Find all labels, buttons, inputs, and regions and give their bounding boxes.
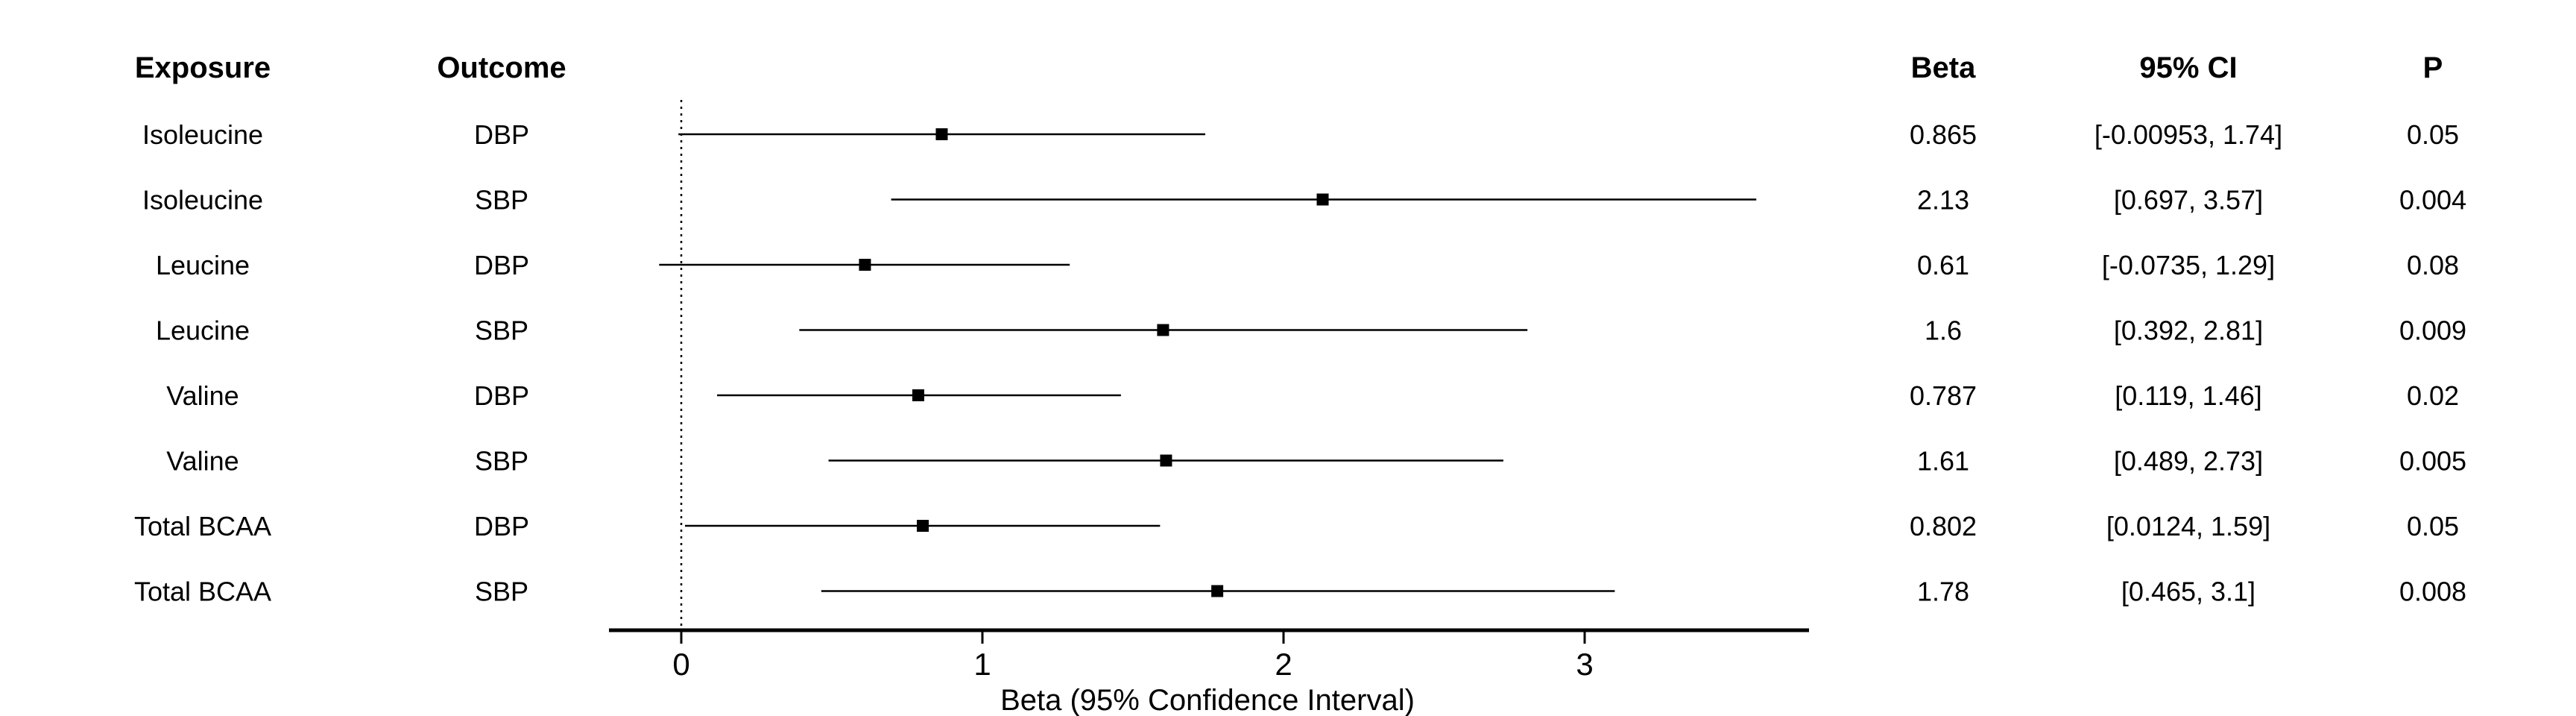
table-row: Valine SBP 1.61 [0.489, 2.73] 0.005	[166, 446, 2466, 477]
exposure-cell: Valine	[166, 446, 239, 477]
x-tick-label: 0	[672, 647, 689, 682]
exposure-cell: Valine	[166, 380, 239, 411]
p-cell: 0.05	[2407, 511, 2459, 541]
beta-cell: 0.865	[1910, 119, 1977, 150]
header-beta: Beta	[1911, 51, 1976, 84]
exposure-cell: Leucine	[156, 250, 250, 280]
p-cell: 0.05	[2407, 119, 2459, 150]
header-p: P	[2423, 51, 2443, 84]
p-cell: 0.004	[2399, 185, 2466, 216]
exposure-cell: Isoleucine	[142, 119, 263, 150]
table-row: Leucine SBP 1.6 [0.392, 2.81] 0.009	[156, 315, 2466, 346]
table-headers: Exposure Outcome Beta 95% CI P	[135, 51, 2443, 84]
exposure-cell: Total BCAA	[134, 511, 271, 541]
outcome-cell: DBP	[474, 119, 529, 150]
table-row: Total BCAA SBP 1.78 [0.465, 3.1] 0.008	[134, 577, 2466, 607]
beta-point	[917, 520, 929, 532]
header-outcome: Outcome	[437, 51, 566, 84]
beta-point	[859, 259, 871, 271]
outcome-cell: SBP	[475, 185, 528, 216]
outcome-cell: DBP	[474, 250, 529, 280]
beta-cell: 0.802	[1910, 511, 1977, 541]
ci-cell: [0.119, 1.46]	[2115, 380, 2262, 411]
x-axis-label: Beta (95% Confidence Interval)	[1000, 684, 1415, 716]
beta-cell: 1.6	[1925, 315, 1962, 346]
table-row: Total BCAA DBP 0.802 [0.0124, 1.59] 0.05	[134, 511, 2459, 541]
beta-cell: 2.13	[1917, 185, 1969, 216]
outcome-cell: SBP	[475, 577, 528, 607]
beta-point	[935, 128, 948, 140]
x-tick-label: 1	[973, 647, 991, 682]
outcome-cell: SBP	[475, 315, 528, 346]
beta-point	[1160, 454, 1172, 467]
p-cell: 0.009	[2399, 315, 2466, 346]
beta-cell: 1.78	[1917, 577, 1969, 607]
beta-cell: 1.61	[1917, 446, 1969, 477]
table-row: Isoleucine DBP 0.865 [-0.00953, 1.74] 0.05	[142, 119, 2459, 150]
header-exposure: Exposure	[135, 51, 271, 84]
table-row: Valine DBP 0.787 [0.119, 1.46] 0.02	[166, 380, 2459, 411]
x-axis: 0 1 2 3	[609, 628, 1809, 682]
x-tick-label: 2	[1275, 647, 1292, 682]
ci-cell: [0.392, 2.81]	[2114, 315, 2263, 346]
forest-rows: Isoleucine DBP 0.865 [-0.00953, 1.74] 0.05Is…	[134, 119, 2466, 607]
ci-cell: [-0.0735, 1.29]	[2102, 250, 2275, 280]
ci-cell: [0.489, 2.73]	[2114, 446, 2263, 477]
p-cell: 0.008	[2399, 577, 2466, 607]
exposure-cell: Total BCAA	[134, 577, 271, 607]
ci-cell: [0.697, 3.57]	[2114, 185, 2263, 216]
ci-cell: [0.0124, 1.59]	[2106, 511, 2270, 541]
x-tick-label: 3	[1576, 647, 1593, 682]
outcome-cell: DBP	[474, 511, 529, 541]
beta-point	[1316, 193, 1329, 206]
table-row: Isoleucine SBP 2.13 [0.697, 3.57] 0.004	[142, 185, 2466, 216]
ci-cell: [0.465, 3.1]	[2121, 577, 2255, 607]
beta-point	[1157, 324, 1169, 336]
ci-cell: [-0.00953, 1.74]	[2094, 119, 2282, 150]
header-ci: 95% CI	[2139, 51, 2237, 84]
p-cell: 0.02	[2407, 380, 2459, 411]
outcome-cell: SBP	[475, 446, 528, 477]
p-cell: 0.08	[2407, 250, 2459, 280]
exposure-cell: Isoleucine	[142, 185, 263, 216]
beta-point	[912, 389, 924, 401]
beta-cell: 0.61	[1917, 250, 1969, 280]
table-row: Leucine DBP 0.61 [-0.0735, 1.29] 0.08	[156, 250, 2459, 280]
beta-point	[1211, 585, 1224, 597]
exposure-cell: Leucine	[156, 315, 250, 346]
p-cell: 0.005	[2399, 446, 2466, 477]
beta-cell: 0.787	[1910, 380, 1977, 411]
outcome-cell: DBP	[474, 380, 529, 411]
